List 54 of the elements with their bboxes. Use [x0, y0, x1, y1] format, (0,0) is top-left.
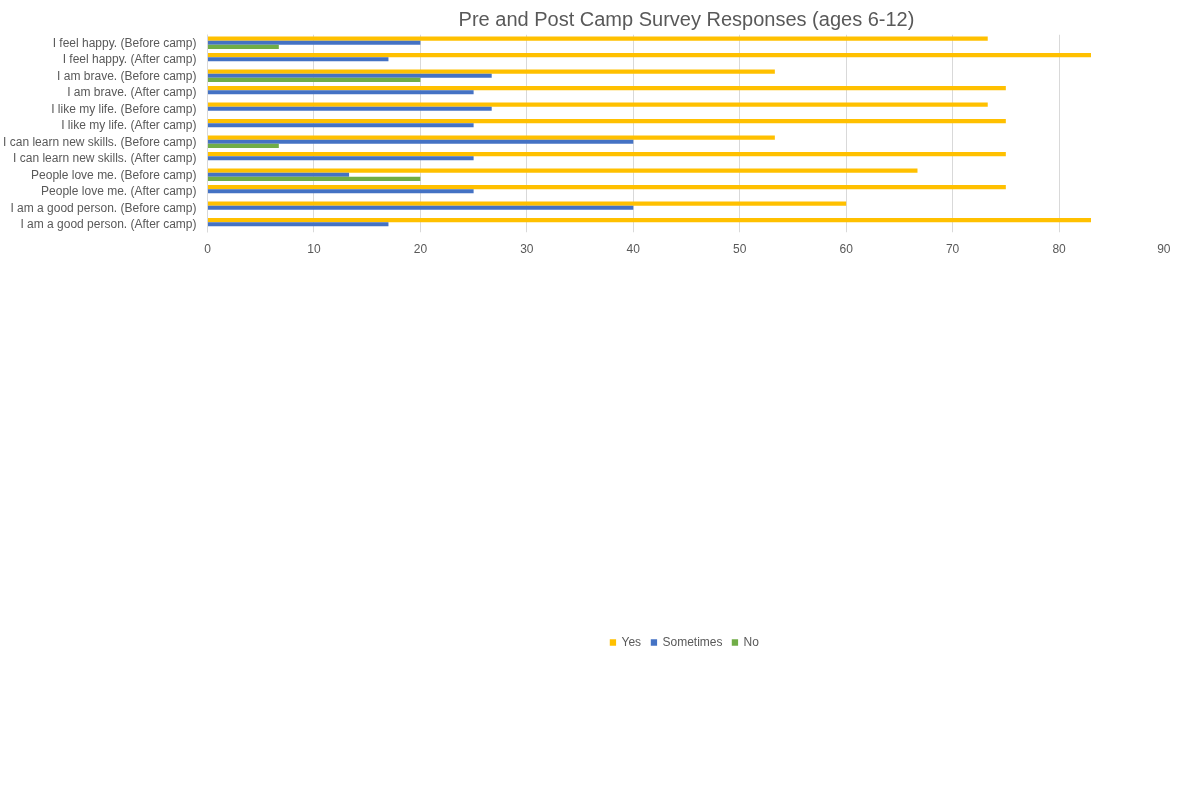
bar	[207, 168, 918, 173]
x-tick-label: 50	[733, 241, 747, 256]
bar	[207, 139, 634, 144]
bar	[207, 57, 389, 62]
x-tick-label: 30	[520, 241, 534, 256]
y-tick-label: I feel happy. (Before camp)	[52, 35, 197, 50]
y-tick-label: I can learn new skills. (Before camp)	[3, 134, 197, 149]
bar	[207, 102, 988, 107]
y-tick-label: I like my life. (Before camp)	[51, 101, 197, 116]
y-tick-label: I am brave. (Before camp)	[57, 68, 197, 83]
bar	[207, 44, 279, 49]
bar	[207, 152, 1006, 157]
bar	[207, 90, 474, 95]
bar	[207, 69, 775, 74]
bar	[207, 123, 474, 128]
x-tick-label: 80	[1052, 241, 1067, 256]
y-tick-label: I feel happy. (After camp)	[62, 52, 197, 67]
bar	[207, 201, 847, 206]
bar	[207, 185, 1006, 190]
bar	[207, 205, 634, 210]
x-tick-label: 70	[945, 241, 960, 256]
bar	[207, 73, 492, 78]
x-tick-label: 20	[413, 241, 428, 256]
y-tick-label: I am a good person. (Before camp)	[10, 200, 197, 215]
x-tick-label: 90	[1157, 241, 1171, 256]
y-tick-label: People love me. (After camp)	[41, 184, 197, 199]
x-tick-label: 60	[839, 241, 854, 256]
y-tick-label: People love me. (Before camp)	[31, 167, 197, 182]
bar	[207, 40, 421, 45]
legend-label: No	[743, 634, 760, 649]
y-tick-label: I like my life. (After camp)	[61, 118, 197, 133]
legend-label: Sometimes	[662, 634, 723, 649]
y-tick-label: I am brave. (After camp)	[67, 85, 197, 100]
chart-title: Pre and Post Camp Survey Responses (ages 6-12)	[458, 7, 915, 30]
bar	[207, 143, 279, 148]
bar	[207, 222, 389, 227]
x-tick-label: 40	[626, 241, 641, 256]
bar	[207, 176, 421, 181]
bar	[207, 36, 988, 41]
bar	[207, 106, 492, 111]
bar	[207, 135, 775, 140]
bar	[207, 53, 1091, 58]
legend-label: Yes	[621, 634, 642, 649]
bar	[207, 119, 1006, 124]
y-tick-label: I am a good person. (After camp)	[20, 217, 197, 232]
bar	[207, 172, 350, 177]
bar	[207, 86, 1006, 91]
bar	[207, 189, 474, 194]
y-tick-label: I can learn new skills. (After camp)	[13, 151, 197, 166]
bar	[207, 77, 421, 82]
bar	[207, 156, 474, 161]
bar	[207, 218, 1091, 223]
x-tick-label: 0	[204, 241, 212, 256]
x-tick-label: 10	[307, 241, 321, 256]
